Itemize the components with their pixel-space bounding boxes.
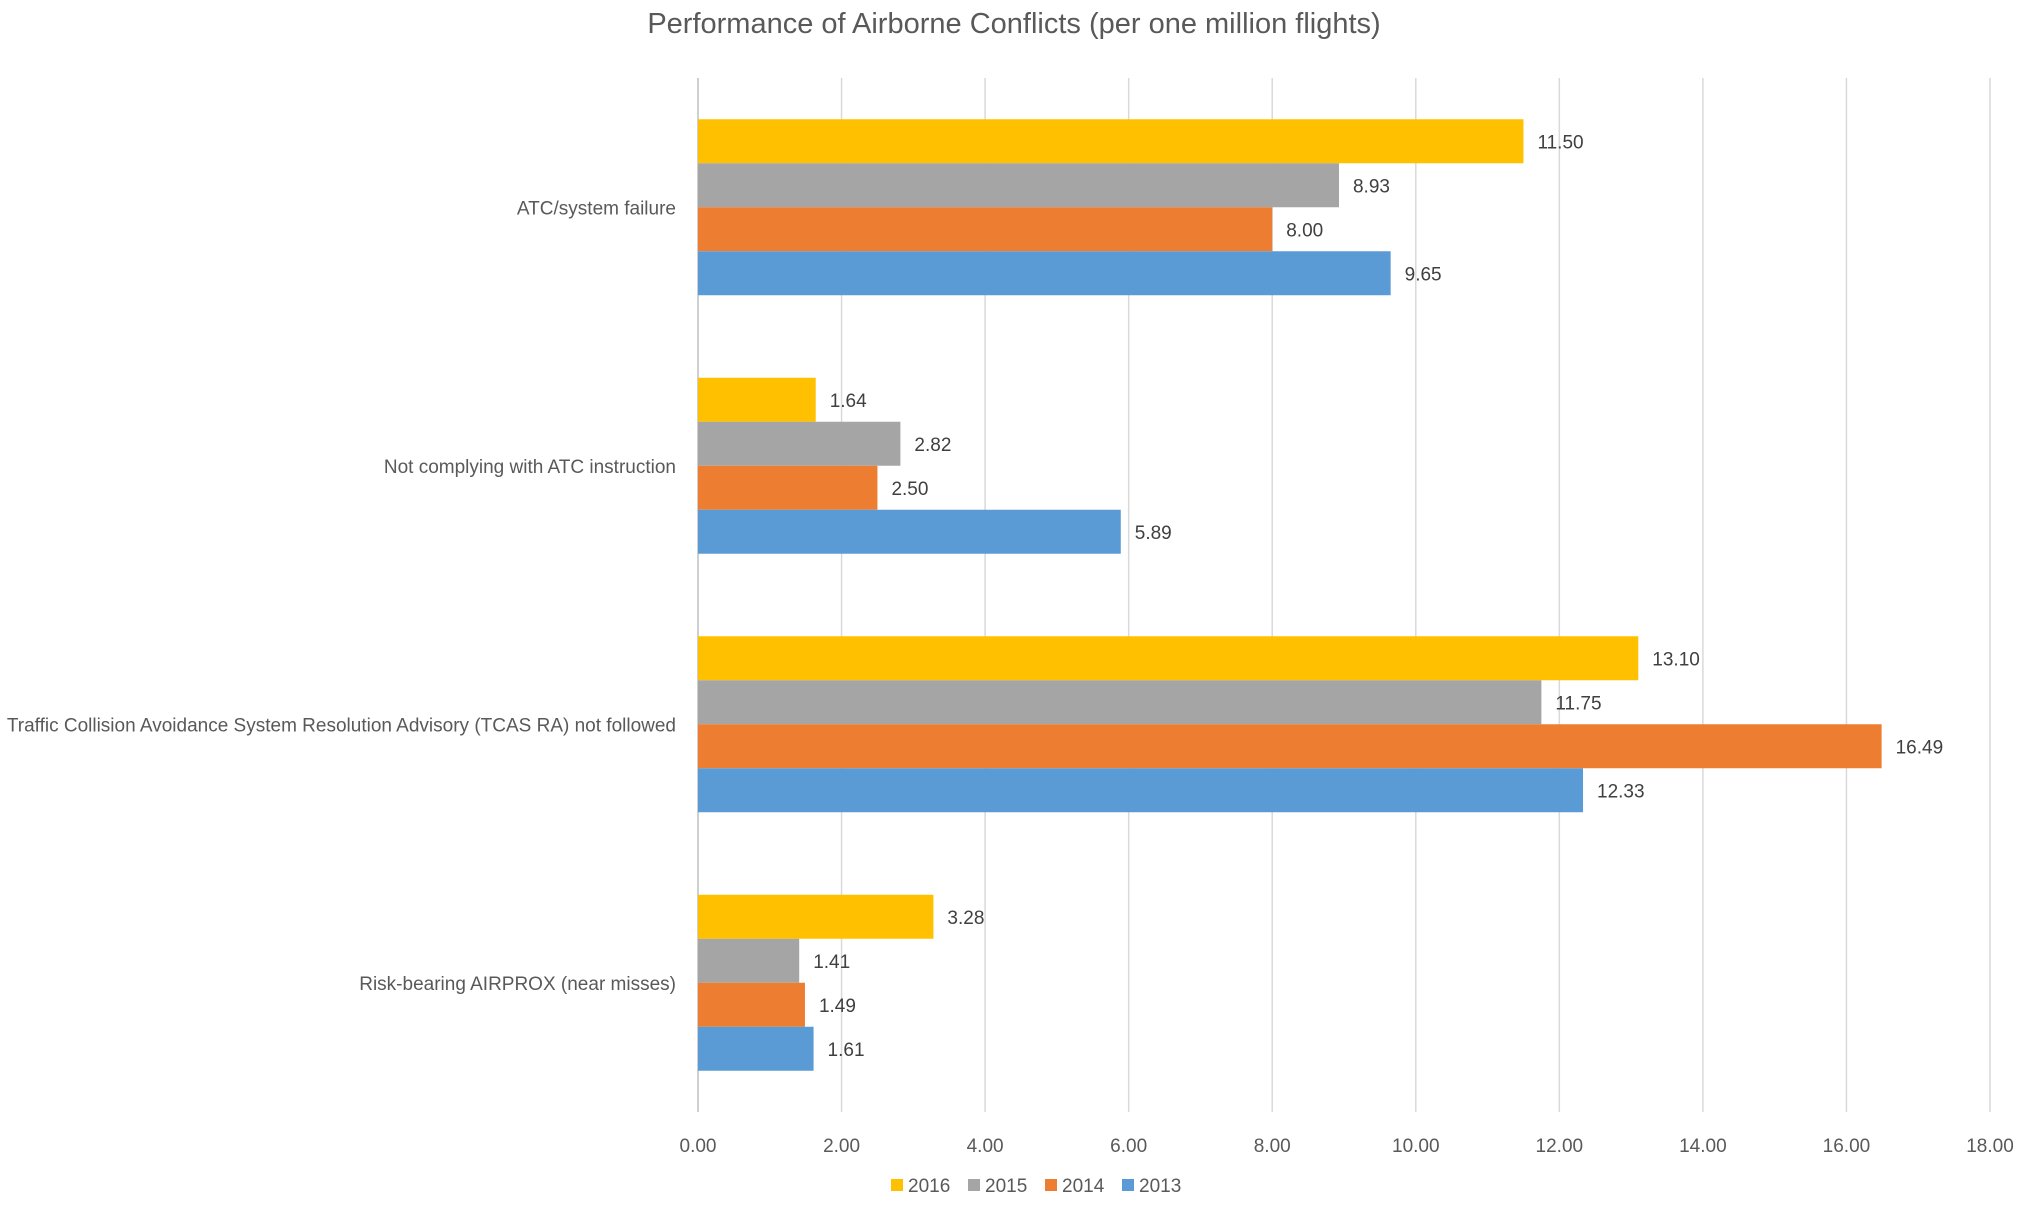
bar-2016 [698, 636, 1639, 681]
category-label: Traffic Collision Avoidance System Resol… [7, 715, 676, 736]
category-labels: ATC/system failure Not complying with ATC… [7, 198, 676, 995]
legend-label: 2013 [1139, 1176, 1181, 1197]
legend-label: 2014 [1062, 1176, 1105, 1197]
category-label: Not complying with ATC instruction [384, 457, 676, 478]
x-tick-label: 2.00 [823, 1136, 860, 1157]
data-label: 2.50 [891, 479, 928, 500]
legend-swatch-2015 [968, 1179, 980, 1191]
data-labels: 11.50 8.93 8.00 9.65 1.64 2.82 2.50 5.89 13.10 11… [813, 132, 1943, 1061]
data-label: 1.64 [830, 391, 867, 412]
bar-2014 [698, 724, 1882, 769]
bar-2015 [698, 163, 1339, 208]
x-tick-label: 4.00 [967, 1136, 1004, 1157]
data-label: 1.61 [828, 1040, 865, 1061]
bar-2016 [698, 377, 816, 422]
data-label: 11.50 [1537, 132, 1583, 153]
bar-2013 [698, 1026, 814, 1071]
bar-2015 [698, 421, 901, 466]
bar-2016 [698, 894, 934, 939]
bar-2014 [698, 982, 805, 1027]
x-tick-label: 8.00 [1254, 1136, 1291, 1157]
x-tick-label: 16.00 [1823, 1136, 1871, 1157]
legend: 2016 2015 2014 2013 [891, 1176, 1181, 1197]
data-label: 1.49 [819, 996, 856, 1017]
data-label: 13.10 [1652, 649, 1700, 670]
bar-2013 [698, 509, 1121, 554]
bar-2015 [698, 680, 1542, 725]
bar-2014 [698, 207, 1273, 252]
x-tick-label: 6.00 [1110, 1136, 1147, 1157]
category-label: ATC/system failure [517, 198, 676, 219]
legend-label: 2016 [908, 1176, 950, 1197]
data-label: 8.00 [1286, 220, 1323, 241]
data-label: 11.75 [1555, 693, 1601, 714]
x-tick-label: 14.00 [1679, 1136, 1727, 1157]
bar-2013 [698, 251, 1391, 296]
chart-title: Performance of Airborne Conflicts (per o… [647, 8, 1381, 40]
x-tick-label: 12.00 [1536, 1136, 1584, 1157]
x-tick-label: 18.00 [1966, 1136, 2014, 1157]
data-label: 2.82 [914, 435, 951, 456]
x-tick-label: 10.00 [1392, 1136, 1440, 1157]
legend-label: 2015 [985, 1176, 1027, 1197]
data-label: 12.33 [1597, 781, 1645, 802]
bar-2015 [698, 938, 800, 983]
data-label: 3.28 [947, 908, 984, 929]
bar-2014 [698, 465, 878, 510]
data-label: 9.65 [1405, 264, 1442, 285]
category-label: Risk-bearing AIRPROX (near misses) [359, 974, 676, 995]
bars [698, 119, 1882, 1071]
data-label: 5.89 [1135, 523, 1172, 544]
legend-swatch-2013 [1122, 1179, 1134, 1191]
bar-2016 [698, 119, 1524, 164]
data-label: 8.93 [1353, 176, 1390, 197]
data-label: 1.41 [813, 952, 850, 973]
legend-swatch-2016 [891, 1179, 903, 1191]
x-axis-ticks: 0.00 2.00 4.00 6.00 8.00 10.00 12.00 14.00 16.00… [680, 1136, 2014, 1157]
x-tick-label: 0.00 [680, 1136, 717, 1157]
bar-2013 [698, 768, 1584, 813]
legend-swatch-2014 [1045, 1179, 1057, 1191]
data-label: 16.49 [1896, 737, 1944, 758]
